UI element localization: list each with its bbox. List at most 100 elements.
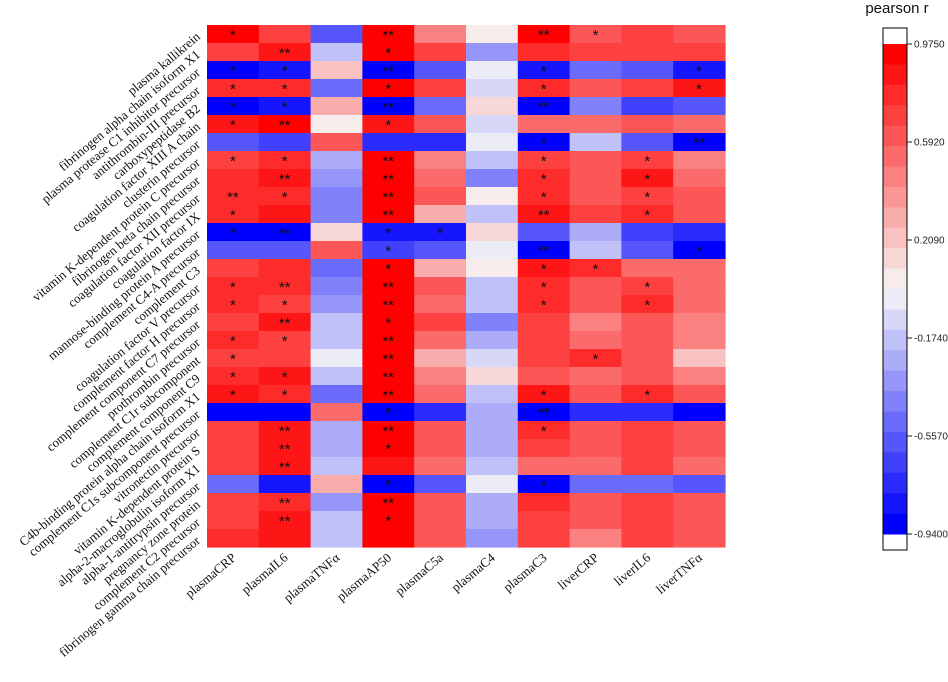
heatmap-cell — [310, 277, 363, 296]
heatmap-cell — [207, 187, 260, 206]
colorbar-step — [883, 84, 907, 106]
colorbar-ticks: 0.9750 0.5920 0.2090 -0.1740 -0.5570 -0.9400 — [907, 40, 948, 541]
heatmap-cell — [673, 367, 726, 386]
significance-marker: ** — [227, 189, 239, 206]
significance-marker: * — [282, 99, 288, 116]
colorbar-step — [883, 513, 907, 535]
heatmap-cell — [258, 403, 312, 422]
heatmap-cell — [673, 295, 726, 314]
heatmap-cell — [569, 493, 622, 512]
heatmap-cell — [310, 331, 363, 350]
significance-marker: * — [385, 315, 391, 332]
heatmap-cell — [207, 61, 260, 80]
heatmap-cell — [517, 277, 571, 296]
heatmap-cell — [621, 493, 674, 512]
heatmap-cell — [310, 115, 363, 134]
heatmap-cell — [310, 25, 363, 44]
column-label: plasmaC3 — [500, 550, 549, 595]
heatmap-cell — [310, 43, 363, 62]
heatmap-cell — [362, 403, 415, 422]
significance-marker: ** — [538, 207, 550, 224]
colorbar-tick-label: -0.1740 — [914, 334, 948, 345]
significance-marker: * — [282, 297, 288, 314]
heatmap-cell — [310, 421, 363, 440]
column-label: plasmaAP50 — [334, 550, 395, 604]
heatmap-cell — [569, 205, 622, 224]
heatmap-cell — [673, 259, 726, 278]
heatmap-cell — [517, 115, 571, 134]
significance-marker: * — [230, 369, 236, 386]
heatmap-cell — [673, 529, 726, 548]
heatmap-cell — [207, 421, 260, 440]
heatmap-cell — [569, 97, 622, 116]
heatmap-cell — [466, 511, 519, 530]
heatmap-cell — [517, 97, 571, 116]
heatmap-cell — [207, 295, 260, 314]
colorbar-step — [883, 105, 907, 127]
heatmap-cell — [517, 439, 571, 458]
heatmap-cell — [517, 295, 571, 314]
heatmap-cell — [414, 169, 467, 188]
heatmap-cell — [621, 529, 674, 548]
significance-marker: * — [644, 171, 650, 188]
heatmap-cell — [466, 259, 519, 278]
significance-marker: * — [385, 243, 391, 260]
heatmap-cell — [621, 331, 674, 350]
heatmap-cell — [207, 457, 260, 476]
heatmap-cell — [621, 115, 674, 134]
heatmap-cell — [310, 79, 363, 98]
heatmap-cell — [466, 241, 519, 260]
heatmap-cell — [517, 349, 571, 368]
column-label: liverTNFα — [653, 550, 705, 597]
significance-marker: * — [541, 63, 547, 80]
heatmap-cell — [414, 385, 467, 404]
significance-marker: * — [282, 63, 288, 80]
heatmap-cell — [569, 133, 622, 152]
heatmap-cell — [414, 493, 467, 512]
heatmap-cell — [414, 97, 467, 116]
heatmap-cell — [414, 205, 467, 224]
heatmap-cell — [258, 25, 312, 44]
heatmap-cell — [569, 421, 622, 440]
heatmap-cell — [310, 475, 363, 494]
colorbar-step — [883, 431, 907, 453]
heatmap-cell — [569, 25, 622, 44]
heatmap-cell — [673, 331, 726, 350]
heatmap-cell — [466, 493, 519, 512]
heatmap-cell — [362, 223, 415, 242]
colorbar-step — [883, 309, 907, 331]
heatmap-cell — [673, 133, 726, 152]
heatmap-cell — [569, 115, 622, 134]
heatmap-cell — [673, 511, 726, 530]
heatmap-cell — [362, 61, 415, 80]
heatmap-cell — [621, 313, 674, 332]
significance-marker: ** — [538, 243, 550, 260]
colorbar-tick-label: 0.2090 — [914, 236, 945, 247]
heatmap-cell — [310, 259, 363, 278]
heatmap-cell — [621, 79, 674, 98]
significance-marker: ** — [279, 495, 291, 512]
heatmap-cell — [207, 529, 260, 548]
colorbar-step — [883, 64, 907, 86]
significance-marker: * — [282, 153, 288, 170]
heatmap-cell — [414, 529, 467, 548]
heatmap-cell — [466, 187, 519, 206]
significance-marker: * — [385, 261, 391, 278]
colorbar-step — [883, 227, 907, 249]
heatmap-cell — [466, 277, 519, 296]
heatmap-cell — [466, 205, 519, 224]
significance-marker: * — [230, 153, 236, 170]
heatmap-cell — [258, 187, 312, 206]
heatmap-cell — [362, 475, 415, 494]
heatmap-cell — [362, 511, 415, 530]
significance-marker: ** — [382, 63, 394, 80]
significance-marker: * — [282, 333, 288, 350]
heatmap-cell — [414, 187, 467, 206]
heatmap-cell — [362, 151, 415, 170]
heatmap-cell — [517, 421, 571, 440]
heatmap-cell — [258, 313, 312, 332]
heatmap-cell — [517, 493, 571, 512]
heatmap-cell — [258, 295, 312, 314]
significance-marker: * — [385, 477, 391, 494]
